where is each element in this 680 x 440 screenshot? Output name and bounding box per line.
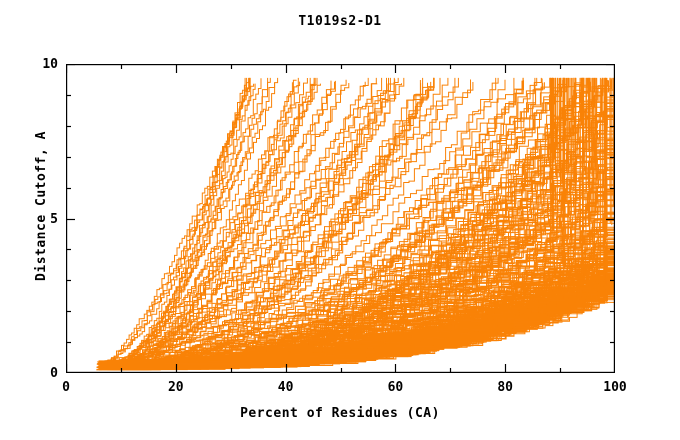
y-tick-label: 10 [42, 57, 58, 72]
x-axis-label: Percent of Residues (CA) [240, 406, 440, 421]
curve-canvas [96, 77, 615, 371]
x-tick-label: 0 [62, 380, 70, 395]
x-tick-label: 60 [387, 380, 404, 395]
plot-area [66, 64, 615, 373]
x-tick-label: 40 [277, 380, 294, 395]
x-tick-label: 100 [603, 380, 627, 395]
y-axis-label: Distance Cutoff, A [34, 131, 49, 281]
x-tick-label: 80 [497, 380, 514, 395]
page-title: T1019s2-D1 [298, 14, 382, 29]
y-tick-label: 5 [50, 211, 58, 227]
data-series-curve [127, 81, 301, 362]
x-tick-label: 20 [167, 380, 184, 395]
y-tick-label: 0 [50, 366, 58, 381]
